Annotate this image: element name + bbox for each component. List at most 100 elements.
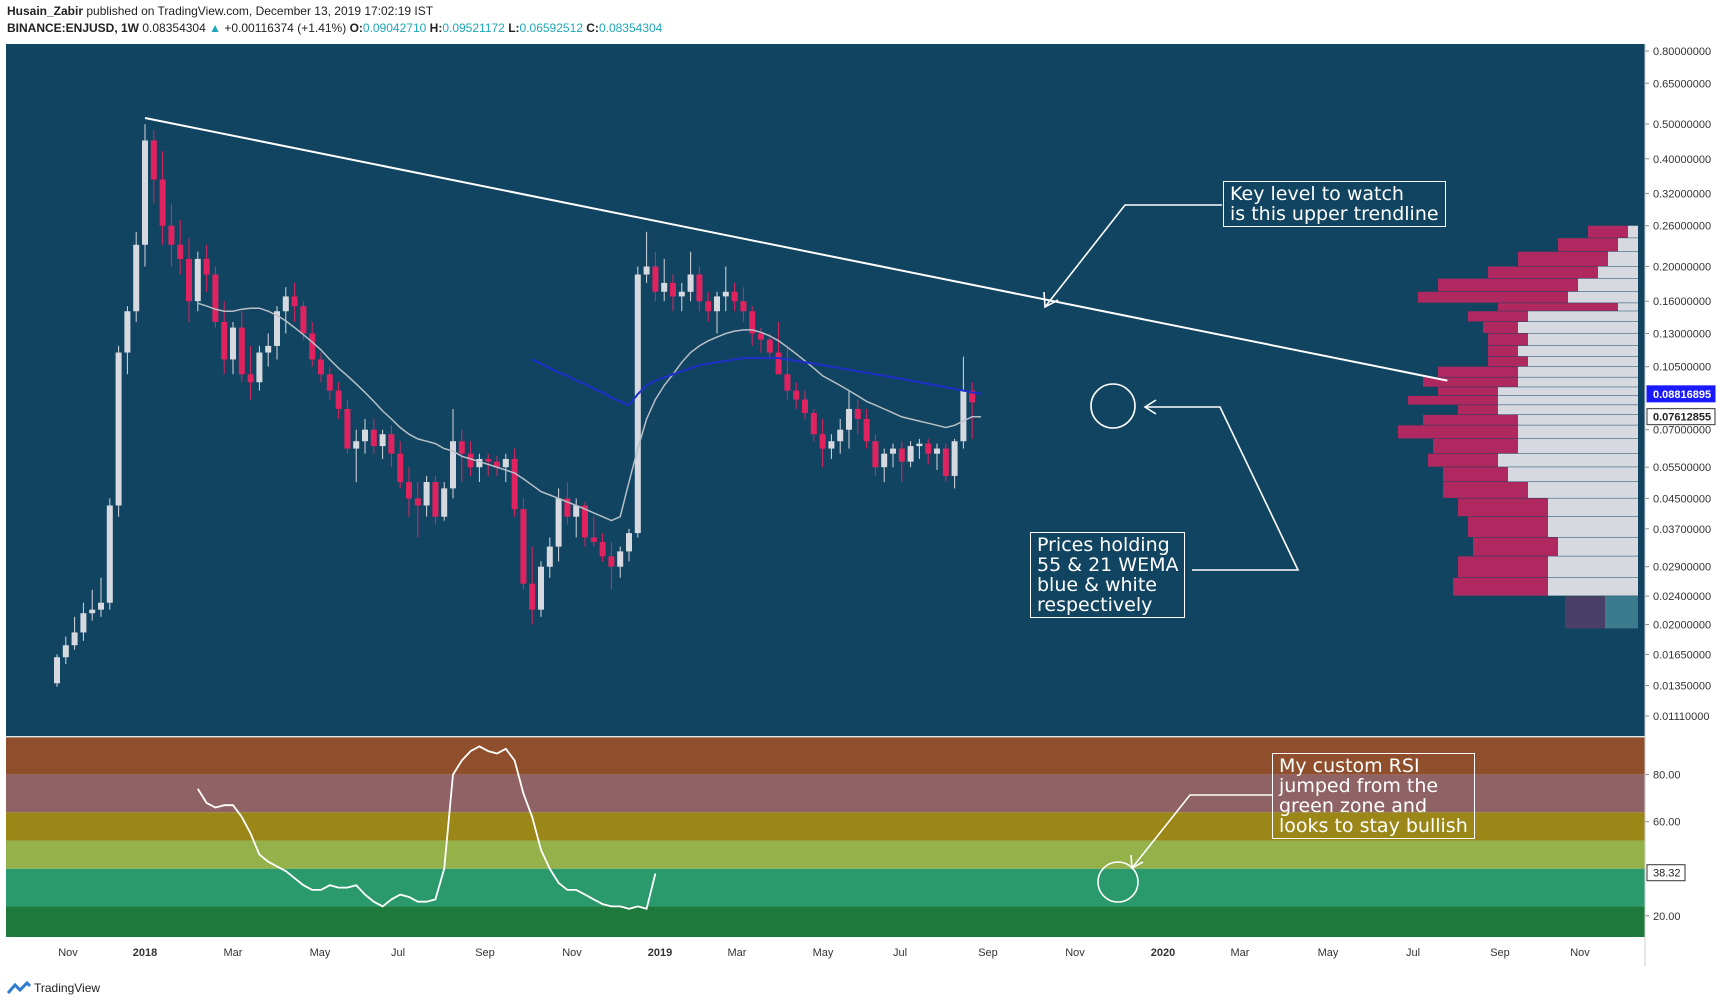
volume-down: [1488, 356, 1528, 367]
volume-down: [1488, 333, 1528, 346]
price-tick-label: 0.13000000: [1653, 328, 1711, 340]
price-tag: [1646, 408, 1716, 426]
candle-body: [142, 140, 148, 245]
time-tick-label: Nov: [562, 947, 582, 959]
price-tick-label: 0.26000000: [1653, 221, 1711, 233]
candle-body: [546, 546, 553, 567]
price-tag: [1646, 385, 1716, 403]
candle: [150, 130, 157, 204]
candle-body: [898, 448, 905, 462]
candle-body: [397, 453, 404, 483]
candle-body: [590, 537, 597, 542]
candle-body: [362, 429, 368, 442]
candle: [388, 425, 395, 468]
candle-body: [573, 505, 580, 517]
candle: [872, 434, 879, 476]
candle: [819, 418, 826, 468]
time-axis[interactable]: Nov 2018 Mar May Jul Sep Nov 2019 Mar May Jul Sep No…: [58, 947, 1590, 959]
rsi-value-tag: [1646, 864, 1686, 882]
annotation-arrows: [1043, 204, 1300, 903]
price-change: +0.00116374 (+1.41%): [224, 21, 347, 35]
volume-down: [1488, 266, 1598, 279]
volume-up: [1518, 366, 1638, 377]
volume-up: [1618, 303, 1638, 311]
volume-down: [1428, 453, 1498, 467]
candle-body: [696, 274, 703, 302]
candle-body: [626, 533, 632, 552]
volume-down: [1458, 405, 1498, 415]
candle-body: [212, 274, 219, 322]
main-pane-background: [6, 44, 1645, 736]
candle: [863, 408, 870, 449]
rsi-zones: [6, 737, 1645, 937]
price-tick-label: 0.03700000: [1653, 524, 1711, 536]
candle: [326, 366, 333, 400]
candle: [80, 602, 87, 641]
rsi-zone: [6, 840, 1645, 869]
candle-body: [203, 258, 210, 275]
trend-arrow: [1044, 204, 1222, 308]
volume-up: [1568, 291, 1638, 303]
candle-body: [722, 291, 729, 297]
candle-body: [423, 482, 430, 506]
candle: [617, 546, 624, 578]
candle: [265, 333, 272, 367]
rsi-note[interactable]: My custom RSI jumped from the green zone…: [1272, 753, 1475, 839]
rsi-zone: [6, 868, 1645, 907]
volume-up: [1518, 414, 1638, 425]
candle-body: [934, 448, 940, 454]
price-tick-label: 0.32000000: [1653, 188, 1711, 200]
volume-up: [1528, 482, 1638, 498]
candle: [837, 418, 844, 454]
candle: [934, 443, 940, 471]
low-label: L:: [508, 21, 520, 35]
wema-note[interactable]: Prices holding 55 & 21 WEMA blue & white…: [1030, 532, 1186, 618]
last-price: 0.08354304: [142, 21, 206, 35]
volume-row: [1453, 577, 1638, 596]
candle-body: [828, 441, 835, 449]
candle: [511, 448, 518, 517]
trendline-note[interactable]: Key level to watch is this upper trendli…: [1223, 181, 1446, 227]
candle-body: [793, 390, 800, 400]
candle: [212, 266, 219, 328]
upper-trendline[interactable]: [144, 116, 1448, 382]
candle-body: [670, 282, 676, 297]
candle-body: [300, 306, 307, 334]
candle-body: [230, 327, 236, 360]
volume-row: [1518, 251, 1638, 267]
candle-body: [291, 296, 298, 307]
author-name[interactable]: Husain_Zabir: [7, 4, 84, 18]
price-tag-label: 0.08816895: [1653, 389, 1711, 401]
candle: [344, 399, 351, 454]
candle: [749, 306, 756, 346]
price-tick-label: 0.80000000: [1653, 46, 1711, 58]
publish-info: Husain_Zabir published on TradingView.co…: [7, 4, 433, 18]
candle: [124, 306, 131, 375]
candle-body: [274, 311, 280, 346]
candle-body: [819, 434, 826, 449]
rsi-axis[interactable]: 80.00 60.00 20.00 38.32: [1645, 770, 1686, 923]
candle: [203, 244, 210, 292]
volume-up: [1518, 345, 1638, 357]
candle-body: [106, 505, 113, 603]
price-axis[interactable]: 0.80000000 0.65000000 0.50000000 0.40000000…: [1645, 46, 1716, 723]
volume-up: [1518, 377, 1638, 387]
candle-body: [150, 140, 157, 180]
volume-up: [1518, 438, 1638, 454]
candle: [678, 282, 685, 312]
tradingview-brand[interactable]: TradingView: [7, 981, 100, 995]
candle: [370, 418, 377, 454]
candle-body: [538, 566, 544, 610]
candles[interactable]: [54, 124, 976, 687]
candle-body: [467, 453, 474, 468]
volume-down: [1488, 345, 1518, 357]
candle: [106, 498, 113, 610]
time-tick-label: Sep: [1490, 947, 1510, 959]
volume-down: [1438, 387, 1498, 396]
candle-body: [758, 333, 764, 340]
volume-row: [1438, 366, 1638, 377]
candle: [133, 231, 140, 322]
candle-body: [881, 453, 888, 468]
volume-row: [1488, 266, 1638, 279]
